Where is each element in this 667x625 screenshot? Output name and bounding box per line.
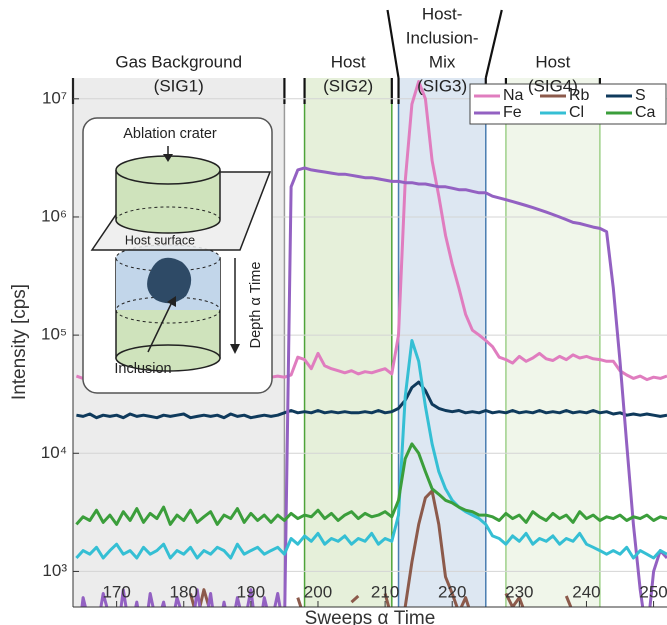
y-tick-label: 10⁵ [41,325,67,344]
cylinder-base [115,344,221,372]
inset-label: Ablation crater [123,126,217,142]
x-tick-label: 250 [639,582,667,601]
axes: Sweeps α Time Intensity [cps] 10³ 10⁴ 10⁵ 1… [9,78,667,625]
legend-box [469,83,667,125]
legend-label: Ca [635,104,656,121]
y-tick-label: 10³ [42,561,67,580]
y-tick-label: 10⁷ [42,88,67,107]
x-tick-label: 220 [438,582,466,601]
x-tick-label: 190 [237,582,265,601]
x-tick-label: 180 [170,582,198,601]
series-line [80,166,667,607]
y-tick-label: 10⁶ [41,206,67,225]
region-label: Host [331,52,366,71]
x-tick-label: 200 [304,582,332,601]
region-label: Host [535,52,570,71]
region-label: Gas Background [115,52,242,71]
legend-label: Rb [569,87,590,104]
bracket-tick [386,9,400,79]
x-tick-label: 210 [371,582,399,601]
region-label: Host- [422,4,463,23]
region-label: (SIG3) [417,76,467,95]
region-label: Mix [429,52,456,71]
bracket-tick [484,9,503,79]
series-line [76,380,667,420]
x-tick-label: 170 [102,582,130,601]
series-line [75,442,667,526]
x-tick-label: 230 [505,582,533,601]
inclusion [147,257,192,304]
arrow-head [163,154,173,162]
series-line [75,339,667,560]
inset-label: Depth α Time [248,262,264,349]
crater-floor [115,206,221,221]
inset-diagram: Ablation crater Host surface Depth α Tim… [82,117,273,394]
region-label: Inclusion- [406,28,479,47]
region [505,78,600,607]
arrow [147,301,173,353]
region [304,78,392,607]
legend-label: S [635,87,646,104]
arrow-head [230,344,240,354]
legend-label: Na [503,87,524,104]
x-tick-label: 240 [572,582,600,601]
region-label: (SIG4) [528,76,578,95]
inset-label: Host surface [125,233,195,247]
legend-label: Cl [569,104,584,121]
y-axis-label: Intensity [cps] [9,284,30,400]
lines [75,80,667,607]
crater [115,170,221,234]
region-label: (SIG1) [154,76,204,95]
legend: Na Rb S Fe Cl Ca [469,83,667,125]
inset-label: Inclusion [114,361,171,377]
legend-label: Fe [503,104,522,121]
arrow-head [167,296,176,307]
y-tick-label: 10⁴ [41,443,67,462]
region-label: (SIG2) [323,76,373,95]
x-axis-label: Sweeps α Time [305,608,436,625]
zone-edge [115,296,221,324]
